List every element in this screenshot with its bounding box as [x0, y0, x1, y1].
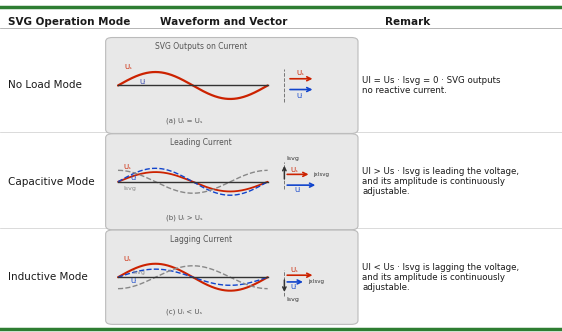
- Text: Leading Current: Leading Current: [170, 138, 232, 147]
- Text: Isvg: Isvg: [132, 270, 145, 275]
- Text: SVG Operation Mode: SVG Operation Mode: [8, 17, 131, 27]
- Text: jxIsvg: jxIsvg: [308, 280, 324, 285]
- Text: Uᵢ: Uᵢ: [130, 278, 137, 284]
- Text: no reactive current.: no reactive current.: [362, 86, 447, 95]
- Text: Uₛ: Uₛ: [124, 256, 132, 262]
- Text: adjustable.: adjustable.: [362, 283, 410, 292]
- FancyBboxPatch shape: [106, 230, 358, 324]
- Text: and its amplitude is continuously: and its amplitude is continuously: [362, 273, 505, 282]
- Text: SVG Outputs on Current: SVG Outputs on Current: [155, 42, 247, 51]
- FancyBboxPatch shape: [106, 38, 358, 133]
- Text: Lagging Current: Lagging Current: [170, 234, 232, 244]
- Text: Capacitive Mode: Capacitive Mode: [8, 177, 95, 187]
- Text: UI > Us · Isvg is leading the voltage,: UI > Us · Isvg is leading the voltage,: [362, 167, 519, 176]
- FancyBboxPatch shape: [106, 134, 358, 230]
- Text: Uₛ: Uₛ: [290, 267, 298, 273]
- Text: Waveform and Vector: Waveform and Vector: [160, 17, 288, 27]
- Text: adjustable.: adjustable.: [362, 187, 410, 196]
- Text: Isvg: Isvg: [287, 297, 300, 302]
- Text: Uₛ: Uₛ: [124, 164, 132, 170]
- Text: (a) Uᵢ = Uₛ: (a) Uᵢ = Uₛ: [166, 118, 202, 124]
- Text: Uₛ: Uₛ: [290, 167, 298, 173]
- Text: Isvg: Isvg: [124, 186, 137, 191]
- Text: Uₛ: Uₛ: [297, 70, 305, 76]
- Text: Uᵢ: Uᵢ: [294, 188, 301, 194]
- Text: Uᵢ: Uᵢ: [139, 78, 146, 85]
- Text: UI = Us · Isvg = 0 · SVG outputs: UI = Us · Isvg = 0 · SVG outputs: [362, 76, 501, 85]
- Text: Uₛ: Uₛ: [125, 64, 133, 70]
- Text: jxIsvg: jxIsvg: [314, 172, 329, 177]
- Text: Remark: Remark: [385, 17, 430, 27]
- Text: and its amplitude is continuously: and its amplitude is continuously: [362, 177, 505, 186]
- Text: (c) Uᵢ < Uₛ: (c) Uᵢ < Uₛ: [166, 309, 202, 315]
- Text: Inductive Mode: Inductive Mode: [8, 272, 88, 282]
- Text: Uᵢ: Uᵢ: [130, 175, 137, 181]
- Text: UI < Us · Isvg is lagging the voltage,: UI < Us · Isvg is lagging the voltage,: [362, 263, 520, 272]
- Text: Uᵢ: Uᵢ: [290, 284, 296, 290]
- Text: No Load Mode: No Load Mode: [8, 80, 82, 91]
- Text: (b) Uᵢ > Uₛ: (b) Uᵢ > Uₛ: [166, 214, 202, 221]
- Text: Uᵢ: Uᵢ: [297, 93, 303, 99]
- Text: Isvg: Isvg: [287, 156, 300, 161]
